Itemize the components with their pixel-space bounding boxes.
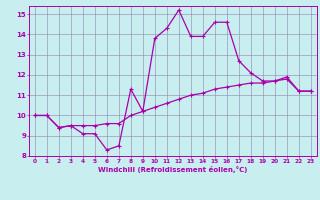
X-axis label: Windchill (Refroidissement éolien,°C): Windchill (Refroidissement éolien,°C)	[98, 166, 247, 173]
